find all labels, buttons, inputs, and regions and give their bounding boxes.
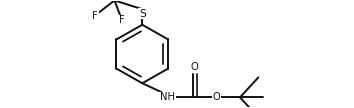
Text: NH: NH	[160, 92, 175, 102]
Text: F: F	[92, 11, 98, 21]
Text: F: F	[119, 15, 125, 25]
Text: O: O	[191, 62, 199, 72]
Text: O: O	[213, 92, 221, 102]
Text: S: S	[139, 9, 146, 19]
